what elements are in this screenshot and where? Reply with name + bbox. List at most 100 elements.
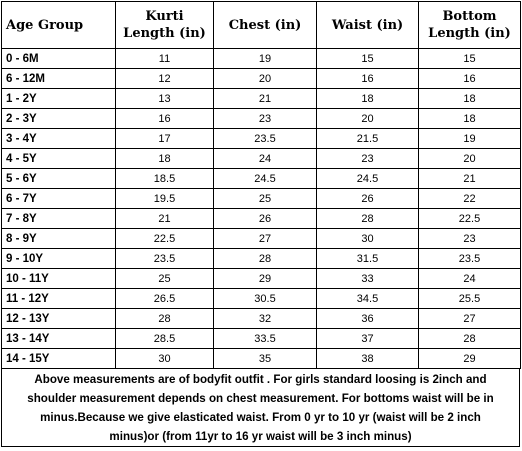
table-row: 5 - 6Y 18.5 24.5 24.5 21	[1, 168, 521, 189]
waist-cell: 23	[316, 148, 419, 169]
header-kurti-length: Kurti Length (in)	[115, 1, 214, 49]
table-row: 9 - 10Y 23.5 28 31.5 23.5	[1, 248, 521, 269]
waist-cell: 34.5	[316, 288, 419, 309]
kurti-length-cell: 30	[115, 348, 214, 369]
kurti-length-cell: 28	[115, 308, 214, 329]
waist-cell: 26	[316, 188, 419, 209]
bottom-length-cell: 29	[418, 348, 521, 369]
chest-cell: 24	[213, 148, 317, 169]
table-row: 1 - 2Y 13 21 18 18	[1, 88, 521, 109]
header-waist: Waist (in)	[316, 1, 419, 49]
bottom-length-cell: 23	[418, 228, 521, 249]
waist-cell: 21.5	[316, 128, 419, 149]
age-group-cell: 13 - 14Y	[1, 328, 116, 349]
table-row: 6 - 12M 12 20 16 16	[1, 68, 521, 89]
bottom-length-cell: 22.5	[418, 208, 521, 229]
kurti-length-cell: 22.5	[115, 228, 214, 249]
chest-cell: 20	[213, 68, 317, 89]
chest-cell: 21	[213, 88, 317, 109]
kurti-length-cell: 18	[115, 148, 214, 169]
kurti-length-cell: 28.5	[115, 328, 214, 349]
bottom-length-cell: 23.5	[418, 248, 521, 269]
measurement-note: Above measurements are of bodyfit outfit…	[1, 369, 520, 447]
note-line-2: shoulder measurement depends on chest me…	[27, 391, 494, 405]
waist-cell: 24.5	[316, 168, 419, 189]
table-row: 14 - 15Y 30 35 38 29	[1, 348, 521, 369]
header-chest-label: Chest (in)	[228, 17, 302, 33]
age-group-cell: 2 - 3Y	[1, 108, 116, 129]
header-age-group: Age Group	[1, 1, 116, 49]
table-row: 11 - 12Y 26.5 30.5 34.5 25.5	[1, 288, 521, 309]
bottom-length-cell: 25.5	[418, 288, 521, 309]
table-row: 10 - 11Y 25 29 33 24	[1, 268, 521, 289]
header-chest: Chest (in)	[213, 1, 317, 49]
header-waist-label: Waist (in)	[331, 17, 404, 33]
age-group-cell: 11 - 12Y	[1, 288, 116, 309]
header-kurti-line2: Length (in)	[123, 26, 206, 41]
header-bottom-length: Bottom Length (in)	[418, 1, 521, 49]
waist-cell: 37	[316, 328, 419, 349]
table-row: 2 - 3Y 16 23 20 18	[1, 108, 521, 129]
waist-cell: 36	[316, 308, 419, 329]
chest-cell: 25	[213, 188, 317, 209]
table-row: 12 - 13Y 28 32 36 27	[1, 308, 521, 329]
table-header: Age Group Kurti Length (in) Chest (in) Wa…	[1, 1, 521, 49]
table-body: 0 - 6M 11 19 15 15 6 - 12M 12 20 16 16 1…	[1, 48, 521, 369]
bottom-length-cell: 27	[418, 308, 521, 329]
age-group-cell: 12 - 13Y	[1, 308, 116, 329]
waist-cell: 31.5	[316, 248, 419, 269]
header-age-group-label: Age Group	[6, 17, 84, 33]
bottom-length-cell: 28	[418, 328, 521, 349]
age-group-cell: 0 - 6M	[1, 48, 116, 69]
bottom-length-cell: 22	[418, 188, 521, 209]
age-group-cell: 9 - 10Y	[1, 248, 116, 269]
age-group-cell: 7 - 8Y	[1, 208, 116, 229]
chest-cell: 19	[213, 48, 317, 69]
kurti-length-cell: 18.5	[115, 168, 214, 189]
bottom-length-cell: 20	[418, 148, 521, 169]
chest-cell: 23	[213, 108, 317, 129]
header-bottom-line1: Bottom	[442, 9, 497, 24]
chest-cell: 33.5	[213, 328, 317, 349]
table-row: 13 - 14Y 28.5 33.5 37 28	[1, 328, 521, 349]
chest-cell: 35	[213, 348, 317, 369]
waist-cell: 33	[316, 268, 419, 289]
table-row: 4 - 5Y 18 24 23 20	[1, 148, 521, 169]
header-bottom-line2: Length (in)	[428, 26, 511, 41]
kurti-length-cell: 11	[115, 48, 214, 69]
chest-cell: 27	[213, 228, 317, 249]
age-group-cell: 10 - 11Y	[1, 268, 116, 289]
waist-cell: 18	[316, 88, 419, 109]
waist-cell: 38	[316, 348, 419, 369]
kurti-length-cell: 26.5	[115, 288, 214, 309]
table-row: 0 - 6M 11 19 15 15	[1, 48, 521, 69]
chest-cell: 24.5	[213, 168, 317, 189]
age-group-cell: 8 - 9Y	[1, 228, 116, 249]
bottom-length-cell: 19	[418, 128, 521, 149]
kurti-length-cell: 12	[115, 68, 214, 89]
age-group-cell: 4 - 5Y	[1, 148, 116, 169]
note-line-1: Above measurements are of bodyfit outfit…	[34, 372, 487, 386]
waist-cell: 30	[316, 228, 419, 249]
header-kurti-line1: Kurti	[145, 9, 184, 24]
chest-cell: 26	[213, 208, 317, 229]
bottom-length-cell: 21	[418, 168, 521, 189]
bottom-length-cell: 15	[418, 48, 521, 69]
kurti-length-cell: 16	[115, 108, 214, 129]
table-row: 7 - 8Y 21 26 28 22.5	[1, 208, 521, 229]
kurti-length-cell: 23.5	[115, 248, 214, 269]
chest-cell: 23.5	[213, 128, 317, 149]
note-line-3: minus.Because we give elasticated waist.…	[40, 410, 481, 424]
kurti-length-cell: 25	[115, 268, 214, 289]
chest-cell: 28	[213, 248, 317, 269]
bottom-length-cell: 18	[418, 108, 521, 129]
bottom-length-cell: 24	[418, 268, 521, 289]
table-row: 8 - 9Y 22.5 27 30 23	[1, 228, 521, 249]
chest-cell: 29	[213, 268, 317, 289]
header-row: Age Group Kurti Length (in) Chest (in) Wa…	[1, 1, 521, 49]
size-chart-table: Age Group Kurti Length (in) Chest (in) Wa…	[1, 1, 521, 369]
waist-cell: 28	[316, 208, 419, 229]
table-row: 6 - 7Y 19.5 25 26 22	[1, 188, 521, 209]
bottom-length-cell: 16	[418, 68, 521, 89]
chest-cell: 32	[213, 308, 317, 329]
